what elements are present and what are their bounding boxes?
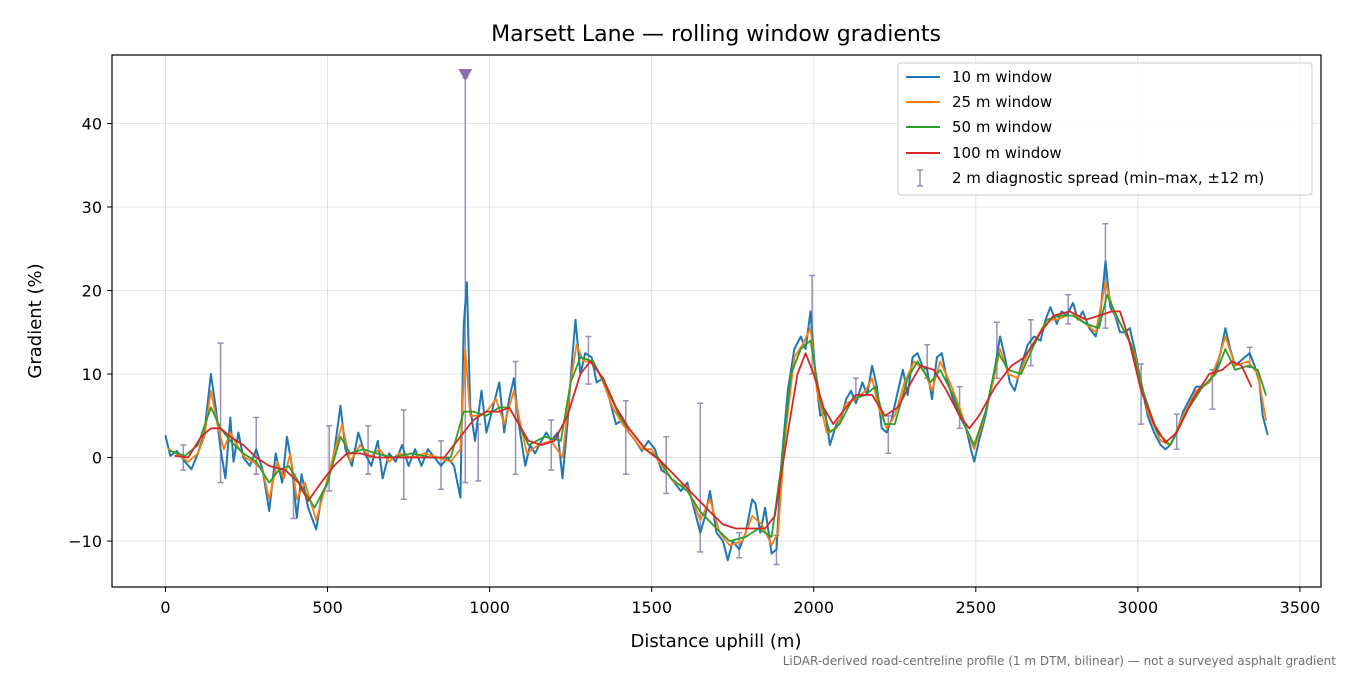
legend: 10 m window 25 m window 50 m window 100 … <box>897 62 1313 196</box>
x-tick-label: 3000 <box>1118 598 1159 617</box>
legend-box <box>897 62 1313 196</box>
chart-title: Marsett Lane — rolling window gradients <box>491 22 941 47</box>
diagnostic-spread-bar <box>1138 363 1145 425</box>
diagnostic-spread-bar <box>663 435 670 495</box>
x-tick-label: 2500 <box>955 598 996 617</box>
x-tick-label: 1000 <box>469 598 510 617</box>
series-line-4 <box>174 310 1253 530</box>
x-tick-label: 3500 <box>1280 598 1321 617</box>
y-tick-label: 0 <box>92 449 102 468</box>
diagnostic-spread-bar <box>736 531 743 559</box>
plot-frame <box>111 54 1322 588</box>
legend-label-100m: 100 m window <box>952 144 1062 162</box>
x-axis-ticks: 0 500 1000 1500 2000 2500 3000 3500 <box>160 587 1320 617</box>
y-axis-ticks: −10 0 10 20 30 40 <box>68 114 112 551</box>
diagnostic-spread-bar <box>622 400 629 476</box>
x-tick-label: 500 <box>312 598 343 617</box>
x-tick-label: 2000 <box>793 598 834 617</box>
diagnostic-spread-bar <box>326 425 333 492</box>
x-tick-label: 1500 <box>631 598 672 617</box>
y-tick-label: 30 <box>82 198 102 217</box>
diagnostic-spread-bar <box>548 419 555 471</box>
series-lines <box>164 260 1269 562</box>
x-axis-label: Distance uphill (m) <box>631 631 802 652</box>
legend-label-10m: 10 m window <box>952 68 1052 86</box>
diagnostic-spread-bar <box>217 342 224 484</box>
footnote: LiDAR-derived road-centreline profile (1… <box>783 654 1337 668</box>
y-tick-label: 40 <box>82 114 102 133</box>
legend-label-25m: 25 m window <box>952 93 1052 111</box>
series-line-2 <box>167 281 1267 547</box>
x-tick-label: 0 <box>160 598 170 617</box>
diagnostic-spread-bar <box>697 402 704 553</box>
y-tick-label: 10 <box>82 365 102 384</box>
series-line-1 <box>164 260 1269 562</box>
y-axis-label: Gradient (%) <box>25 263 46 378</box>
diagnostic-spread-bar <box>1027 318 1034 367</box>
legend-label-spread: 2 m diagnostic spread (min–max, ±12 m) <box>952 169 1264 187</box>
legend-swatch-spread <box>917 169 923 187</box>
diagnostic-spread-bar <box>1102 222 1109 329</box>
diagnostic-spread-bar <box>1065 293 1072 325</box>
y-tick-label: −10 <box>68 532 102 551</box>
series-line-3 <box>169 293 1267 542</box>
legend-label-50m: 50 m window <box>952 118 1052 136</box>
spread-outlier-marker <box>458 69 473 81</box>
y-tick-label: 20 <box>82 282 102 301</box>
